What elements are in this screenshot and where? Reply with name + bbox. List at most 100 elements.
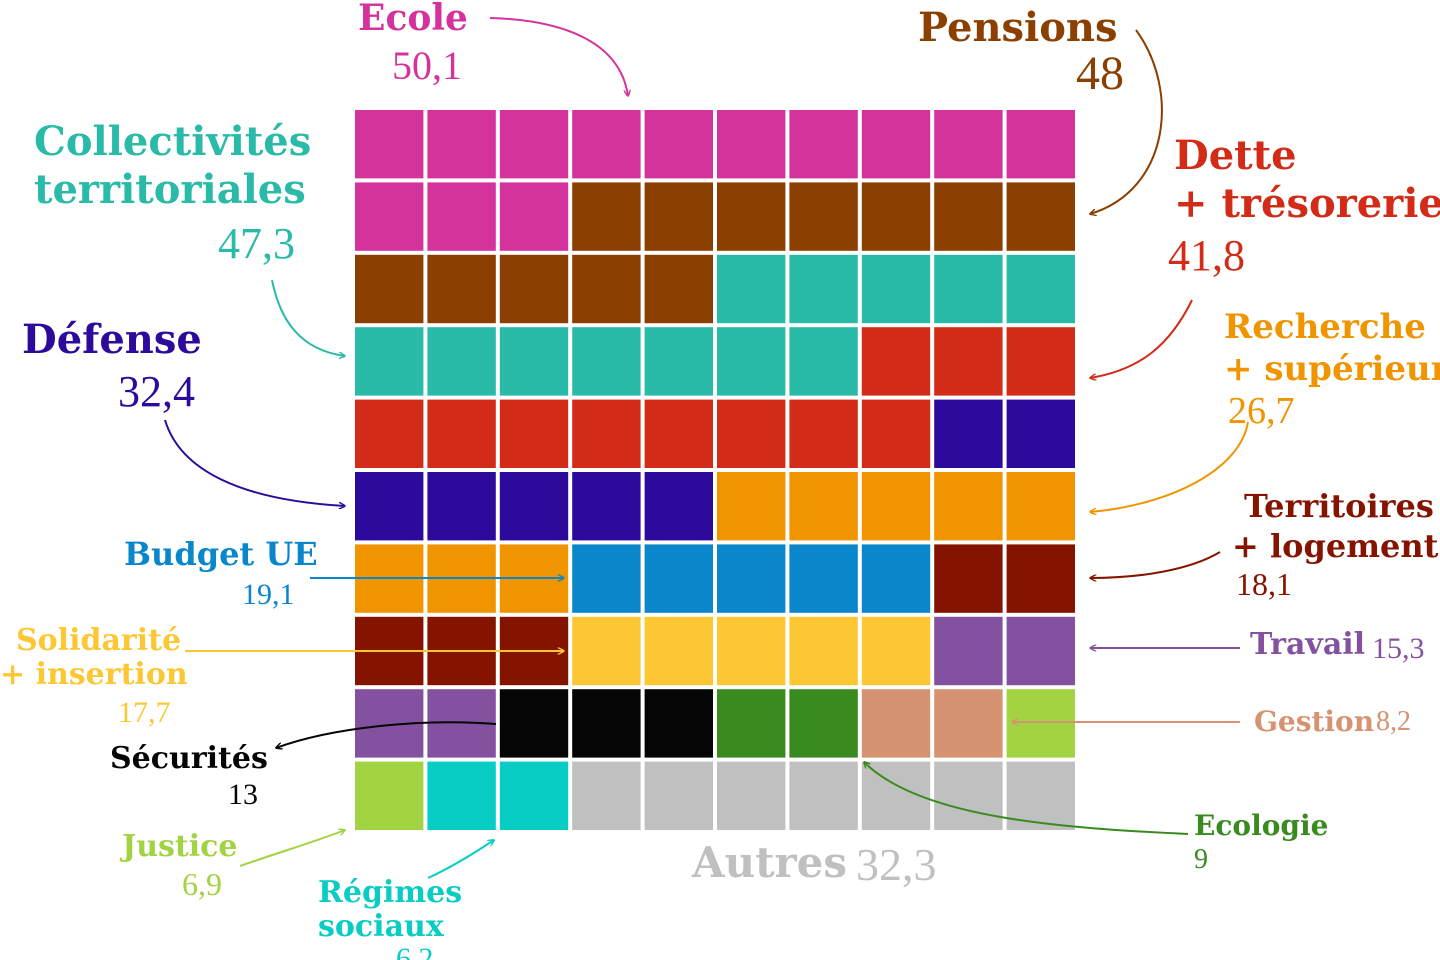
justice-arrow — [239, 830, 345, 867]
recherche-label-line1: Recherche — [1224, 307, 1426, 347]
waffle-cell-solidarit-insertion — [861, 616, 931, 686]
recherche-label-line2: + supérieur — [1224, 349, 1440, 389]
waffle-cell-recherche-sup-rieur — [1006, 472, 1075, 541]
waffle-cell-collectivit-s-territoriales — [499, 327, 569, 396]
waffle-cell-s-curit-s — [499, 689, 569, 758]
dette-label-line1: Dette — [1174, 132, 1297, 179]
waffle-cell-pensions — [717, 182, 786, 251]
waffle-cell-dette-tr-sorerie — [572, 399, 641, 468]
waffle-cell-pensions — [427, 254, 496, 324]
waffle-cell-ecole — [644, 110, 713, 179]
defense-value: 32,4 — [118, 367, 195, 416]
waffle-cell-gestion — [934, 689, 1003, 758]
waffle-cell-ecole — [861, 110, 931, 179]
waffle-cell-pensions — [1006, 182, 1075, 251]
waffle-cell-autres — [644, 761, 713, 830]
waffle-cell-d-fense — [572, 472, 641, 541]
waffle-cell-collectivit-s-territoriales — [355, 327, 424, 396]
securites-arrow — [276, 721, 497, 748]
waffle-cell-budget-ue — [644, 544, 713, 613]
autres-label: Autres — [692, 838, 848, 887]
travail-label: Travail — [1250, 627, 1366, 662]
budget-ue-value: 19,1 — [242, 578, 295, 611]
justice-value: 6,9 — [182, 866, 222, 902]
travail-value: 15,3 — [1372, 632, 1425, 665]
collectivites-arrow — [271, 279, 345, 356]
waffle-cell-ecologie — [717, 689, 786, 758]
pensions-label: Pensions — [918, 4, 1118, 51]
waffle-cell-r-gimes-sociaux — [427, 761, 496, 830]
dette-arrow — [1090, 299, 1193, 378]
gestion-label: Gestion — [1254, 705, 1375, 738]
waffle-cell-budget-ue — [861, 544, 931, 613]
waffle-cell-collectivit-s-territoriales — [717, 327, 786, 396]
waffle-cell-dette-tr-sorerie — [934, 327, 1003, 396]
waffle-cell-autres — [717, 761, 786, 830]
defense-arrow — [164, 419, 345, 506]
waffle-cell-pensions — [861, 182, 931, 251]
territoires-arrow — [1090, 551, 1221, 578]
solidarite-label-line1: Solidarité — [16, 623, 182, 658]
ecologie-value: 9 — [1194, 844, 1208, 875]
waffle-cell-solidarit-insertion — [717, 616, 786, 686]
waffle-cell-dette-tr-sorerie — [717, 399, 786, 468]
waffle-cell-d-fense — [427, 472, 496, 541]
collectivites-value: 47,3 — [218, 219, 295, 268]
waffle-cell-ecole — [717, 110, 786, 179]
waffle-cell-dette-tr-sorerie — [644, 399, 713, 468]
waffle-cell-ecole — [427, 110, 496, 179]
waffle-cell-dette-tr-sorerie — [427, 399, 496, 468]
waffle-cell-solidarit-insertion — [789, 616, 858, 686]
defense-label: Défense — [22, 316, 202, 363]
waffle-cell-budget-ue — [572, 544, 641, 613]
waffle-cell-ecologie — [789, 689, 858, 758]
waffle-cell-collectivit-s-territoriales — [427, 327, 496, 396]
pensions-value: 48 — [1076, 47, 1124, 100]
waffle-cell-collectivit-s-territoriales — [1006, 254, 1075, 324]
waffle-cell-justice — [1006, 689, 1075, 758]
waffle-cell-pensions — [934, 182, 1003, 251]
waffle-cell-collectivit-s-territoriales — [572, 327, 641, 396]
waffle-cell-dette-tr-sorerie — [355, 399, 424, 468]
waffle-cell-d-fense — [644, 472, 713, 541]
waffle-cell-collectivit-s-territoriales — [789, 327, 858, 396]
pensions-arrow — [1090, 29, 1163, 214]
waffle-cell-ecole — [355, 110, 424, 179]
waffle-cell-territoires-logement — [934, 544, 1003, 613]
solidarite-value: 17,7 — [118, 696, 171, 729]
waffle-cell-pensions — [572, 182, 641, 251]
waffle-cell-dette-tr-sorerie — [499, 399, 569, 468]
ecole-arrow — [489, 17, 628, 96]
securites-label: Sécurités — [110, 741, 268, 776]
waffle-cell-d-fense — [499, 472, 569, 541]
waffle-cell-dette-tr-sorerie — [789, 399, 858, 468]
dette-value: 41,8 — [1168, 231, 1245, 280]
regimes-label-line2: sociaux — [318, 909, 444, 944]
waffle-cell-ecole — [1006, 110, 1075, 179]
waffle-cell-ecole — [499, 110, 569, 179]
waffle-cell-budget-ue — [717, 544, 786, 613]
waffle-cell-s-curit-s — [572, 689, 641, 758]
territoires-value: 18,1 — [1236, 566, 1292, 602]
waffle-cell-ecole — [499, 182, 569, 251]
waffle-cell-budget-ue — [789, 544, 858, 613]
ecologie-label: Ecologie — [1194, 809, 1329, 842]
ecole-value: 50,1 — [392, 43, 462, 88]
waffle-cell-ecole — [789, 110, 858, 179]
waffle-cell-territoires-logement — [1006, 544, 1075, 613]
collectivites-label-line1: Collectivités — [34, 118, 312, 165]
autres-value: 32,3 — [856, 839, 937, 890]
waffle-cell-solidarit-insertion — [572, 616, 641, 686]
waffle-cell-recherche-sup-rieur — [717, 472, 786, 541]
waffle-cell-pensions — [644, 254, 713, 324]
waffle-cell-dette-tr-sorerie — [861, 327, 931, 396]
waffle-cell-dette-tr-sorerie — [861, 399, 931, 468]
waffle-cell-pensions — [789, 182, 858, 251]
regimes-arrow — [427, 840, 494, 879]
territoires-label-line1: Territoires — [1244, 487, 1434, 525]
ecole-label: Ecole — [358, 0, 468, 39]
justice-label: Justice — [122, 829, 238, 864]
waffle-cell-ecole — [427, 182, 496, 251]
